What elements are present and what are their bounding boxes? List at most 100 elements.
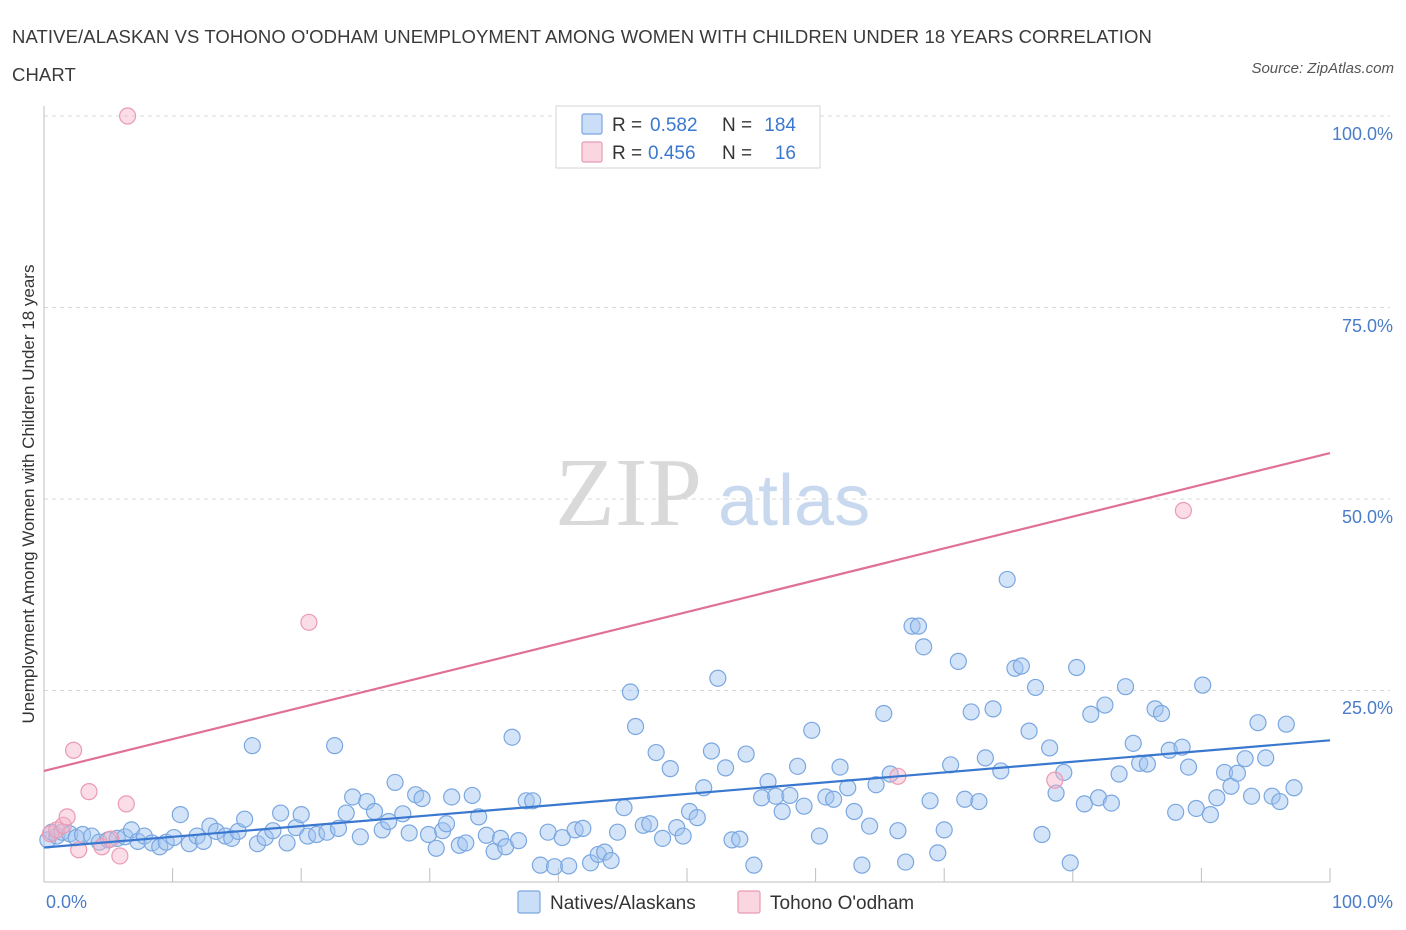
native-point [861,817,879,835]
native-point [457,834,475,852]
native-point [810,827,829,845]
native-point [292,805,310,824]
native-point [767,787,785,805]
native-point [773,802,791,821]
native-point [731,830,749,848]
native-point [915,638,933,656]
native-point [1215,763,1234,782]
native-point [326,737,344,755]
native-point [1124,734,1142,752]
native-point [608,823,627,841]
y-axis-title: Unemployment Among Women with Children U… [19,265,38,724]
native-point [688,809,706,827]
y-tick-label-25: 25.0% [1342,698,1393,718]
native-point [903,617,921,635]
legend-r-value-pink: 0.456 [648,143,696,164]
native-point [949,652,967,670]
native-point [394,805,412,823]
native-point [1033,825,1051,844]
native-point [803,721,821,739]
native-point [935,821,953,839]
native-point [641,815,659,833]
legend-swatch-pink [581,141,603,163]
native-point [1047,784,1065,802]
x-tick-label-min: 0.0% [46,892,87,912]
native-point [1173,738,1191,756]
native-point [560,857,578,875]
native-point [308,825,326,844]
x-tick-label-max: 100.0% [1332,892,1393,912]
native-point [223,829,241,847]
tohono-point [118,107,137,125]
native-point [752,789,771,807]
legend-n-label-blue: N = [722,115,752,136]
native-point [413,789,431,808]
native-point [867,776,885,794]
native-point [365,802,384,821]
bottom-legend-swatch-pink [737,890,761,914]
trend-line-tohono [43,451,1331,772]
native-point [491,829,510,847]
native-point [470,808,488,826]
legend-n-value-blue: 184 [764,115,796,136]
legend-r-value-blue: 0.582 [650,115,698,136]
native-point [788,757,807,775]
source-credit: Source: ZipAtlas.com [1251,60,1394,77]
native-point [1152,704,1171,723]
native-point [709,669,727,687]
native-point [909,617,928,635]
native-point [992,762,1010,780]
native-point [517,792,535,810]
tohono-point [1046,771,1064,789]
native-point [1285,779,1303,797]
series-legend: Natives/Alaskans Tohono O'odham [517,890,914,914]
native-point [921,792,939,810]
native-point [1257,749,1275,767]
native-point [1102,794,1120,812]
native-point [272,804,290,822]
native-point [243,737,261,755]
native-point [1068,658,1086,677]
native-point [716,759,735,777]
native-point [553,828,571,847]
tohono-point [111,847,129,865]
native-point [661,760,679,778]
native-point [1228,764,1247,782]
native-point [1271,792,1289,811]
native-point [264,822,282,840]
native-point [1179,758,1198,776]
native-point [1194,676,1212,694]
native-point [745,856,763,874]
y-tick-label-50: 50.0% [1342,507,1393,527]
native-point [278,834,296,852]
tohono-point [117,795,135,813]
native-point [531,856,549,874]
native-point [1187,799,1205,818]
y-tick-label-75: 75.0% [1342,316,1393,336]
native-point [1096,696,1114,714]
tohono-point [80,783,98,801]
native-point [1041,739,1059,757]
native-point [463,786,481,805]
native-point [897,853,915,871]
native-point [647,743,665,762]
native-point [702,742,721,760]
tohono-point [64,741,83,759]
legend-r-label-blue: R = [612,115,642,136]
native-point [962,703,980,721]
native-point [1138,755,1156,773]
native-point [1277,715,1295,733]
tohono-point [58,808,76,826]
native-point [386,773,404,792]
native-point [344,788,362,806]
native-point [419,825,438,844]
native-point [621,683,640,701]
native-point [1167,803,1185,821]
native-point [1201,805,1220,824]
native-point [984,700,1002,718]
legend-swatch-blue [581,113,603,135]
native-point [875,704,893,723]
native-point [831,758,849,776]
native-point [737,745,755,763]
